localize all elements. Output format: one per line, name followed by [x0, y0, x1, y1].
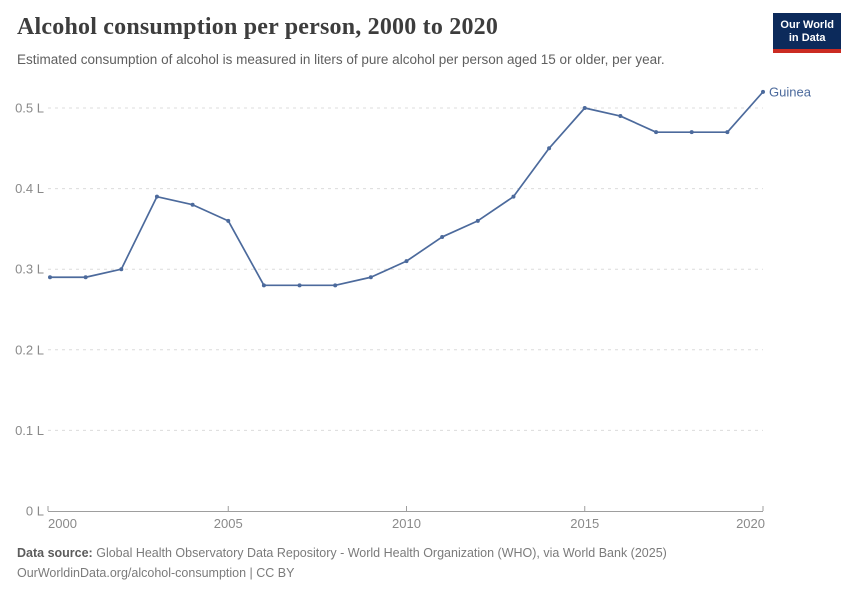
data-point-2015[interactable]: [582, 106, 587, 110]
chart-footer: Data source: Global Health Observatory D…: [17, 543, 667, 583]
data-point-2011[interactable]: [440, 234, 445, 239]
data-point-2017[interactable]: [654, 130, 659, 135]
data-point-2019[interactable]: [725, 130, 730, 135]
data-point-2003[interactable]: [154, 194, 159, 199]
data-point-2018[interactable]: [689, 130, 694, 135]
owid-logo-line1: Our World: [780, 19, 834, 31]
owid-logo-line2: in Data: [788, 32, 826, 44]
x-axis-tick-label: 2020: [736, 516, 765, 531]
x-axis-tick-label: 2000: [48, 516, 77, 531]
chart-title: Alcohol consumption per person, 2000 to …: [17, 14, 499, 40]
y-axis-tick-label: 0 L: [26, 504, 44, 519]
data-point-2013[interactable]: [511, 194, 516, 199]
chart-subtitle: Estimated consumption of alcohol is meas…: [17, 52, 665, 67]
x-axis-tick-label: 2015: [570, 516, 599, 531]
data-point-2014[interactable]: [547, 146, 552, 151]
data-point-2006[interactable]: [261, 283, 266, 288]
owid-logo[interactable]: Our World in Data: [773, 13, 841, 53]
y-axis-tick-label: 0.2 L: [15, 342, 44, 357]
data-point-2005[interactable]: [226, 218, 231, 223]
y-axis-tick-label: 0.4 L: [15, 181, 44, 196]
data-point-2000[interactable]: [48, 275, 52, 280]
data-point-2010[interactable]: [404, 259, 409, 264]
x-axis-tick-label: 2010: [392, 516, 421, 531]
data-point-2008[interactable]: [333, 283, 338, 288]
y-axis-tick-label: 0.5 L: [15, 101, 44, 116]
data-point-2004[interactable]: [190, 202, 195, 207]
data-point-2002[interactable]: [119, 267, 124, 272]
data-source-label: Data source:: [17, 546, 93, 560]
license-line[interactable]: OurWorldinData.org/alcohol-consumption |…: [17, 566, 295, 580]
x-axis-tick-label: 2005: [214, 516, 243, 531]
data-point-2007[interactable]: [297, 283, 302, 288]
line-chart: 0 L 0.1 L 0.2 L 0.3 L 0.4 L 0.5 L 2000 2005 2010…: [15, 84, 812, 531]
data-point-2012[interactable]: [475, 218, 480, 223]
y-axis-tick-label: 0.1 L: [15, 423, 44, 438]
data-point-2001[interactable]: [83, 275, 88, 280]
data-source-text: Global Health Observatory Data Repositor…: [96, 546, 667, 560]
data-point-2016[interactable]: [618, 114, 623, 119]
y-axis-tick-label: 0.3 L: [15, 262, 44, 277]
data-point-2009[interactable]: [368, 275, 373, 280]
data-point-2020[interactable]: [761, 89, 765, 94]
data-source-line: Data source: Global Health Observatory D…: [17, 543, 667, 563]
series-label-guinea[interactable]: Guinea: [769, 84, 812, 99]
